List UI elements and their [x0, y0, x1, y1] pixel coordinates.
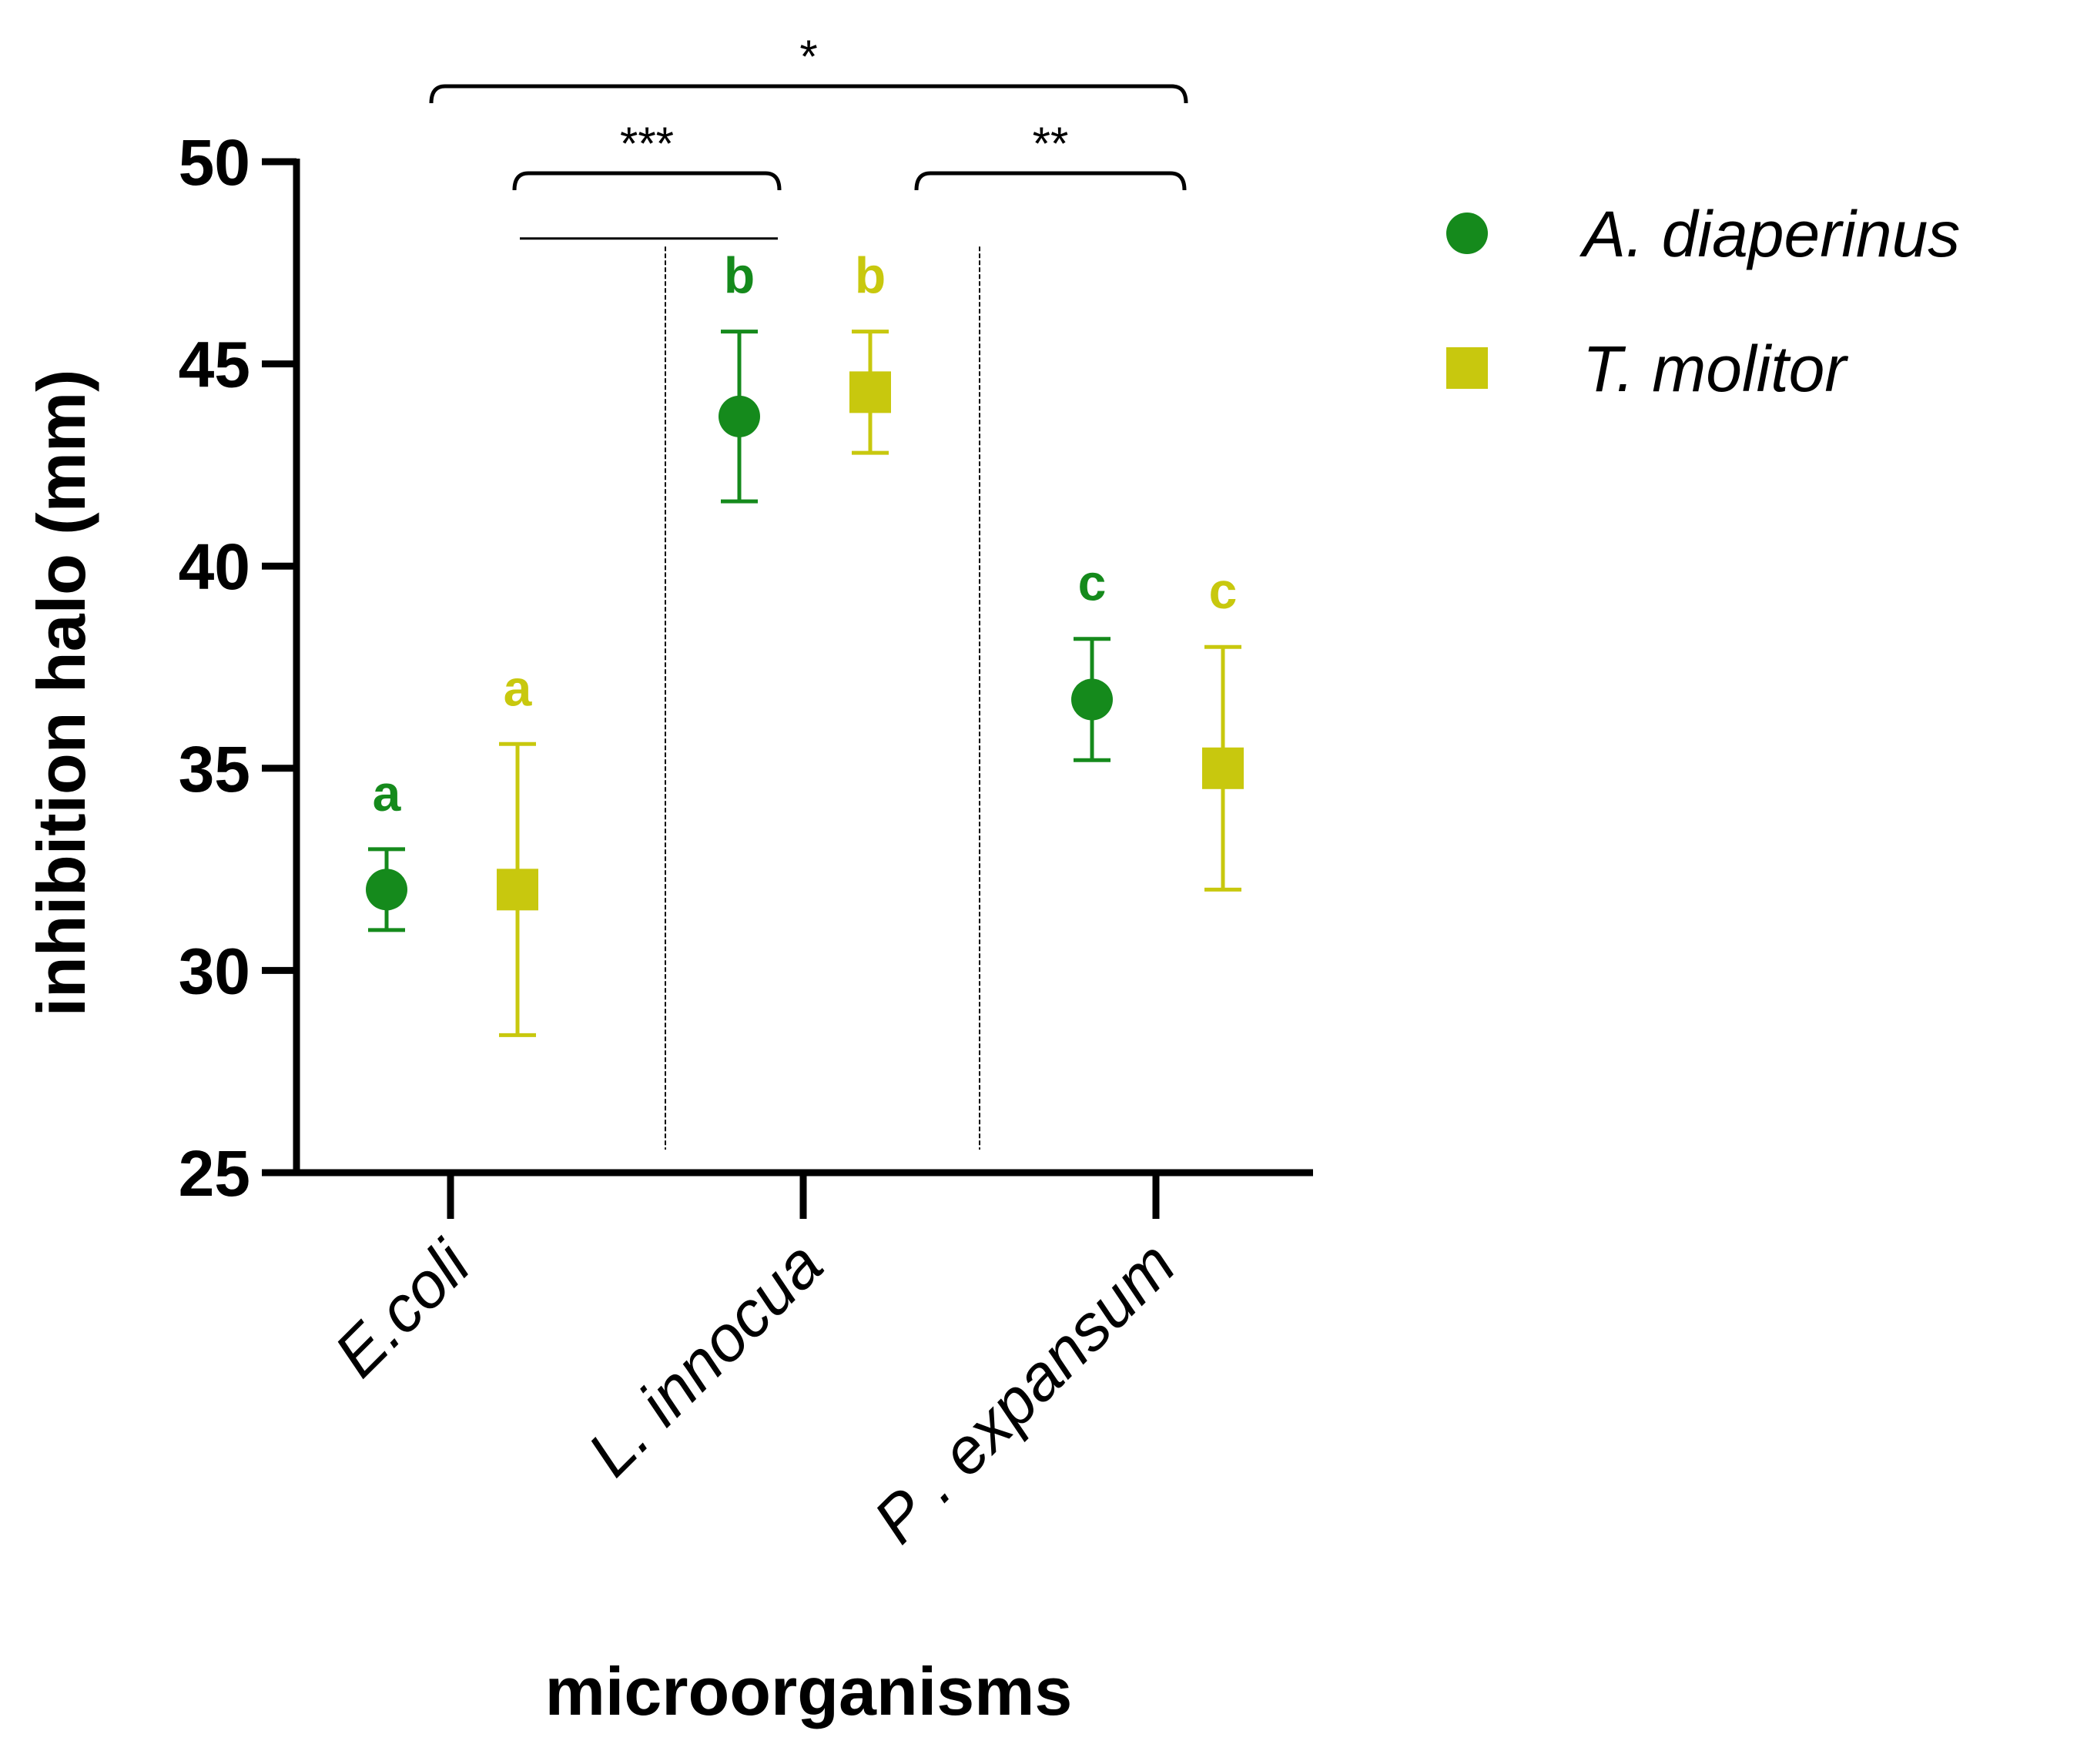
data-point-circle	[1071, 678, 1113, 721]
group-letter-label: b	[855, 247, 886, 304]
significance-label: *	[799, 31, 817, 82]
significance-bracket	[914, 171, 1187, 191]
data-point-square	[849, 371, 891, 413]
legend: A. diaperinus T. molitor	[1446, 198, 1960, 405]
group-letter-label: b	[724, 247, 755, 304]
group-letter-label: a	[373, 765, 402, 822]
y-tick-label: 45	[179, 329, 250, 401]
legend-label: A. diaperinus	[1579, 198, 1960, 270]
data-point-circle	[366, 869, 407, 911]
significance-bracket	[429, 84, 1188, 104]
legend-marker-square	[1446, 347, 1488, 389]
x-axis-title: microorganisms	[545, 1653, 1073, 1729]
y-tick-label: 40	[179, 531, 250, 603]
data-marks: a b c a b c	[366, 247, 1244, 1037]
data-point-square	[1202, 747, 1244, 789]
y-tick-label: 25	[179, 1137, 250, 1210]
group-separators	[520, 237, 980, 1150]
y-tick-label: 30	[179, 935, 250, 1007]
x-category-label: P . expansum	[859, 1227, 1188, 1556]
x-category-label: L. innocua	[574, 1227, 836, 1490]
y-tick-label: 35	[179, 733, 250, 805]
data-point-square	[497, 869, 538, 911]
legend-marker-circle	[1446, 213, 1488, 254]
y-tick-label: 50	[179, 126, 250, 199]
significance-label: **	[1033, 118, 1069, 169]
group-letter-label: a	[504, 659, 533, 716]
group-letter-label: c	[1078, 554, 1107, 611]
significance-brackets: **** **	[429, 31, 1188, 191]
significance-bracket	[512, 171, 782, 191]
y-axis-title: inhibition halo (mm)	[23, 370, 99, 1017]
x-category-label: E.coli	[320, 1227, 484, 1391]
axes: 25 30 35 40 45 50 E.coli L. innocua P . expansum	[179, 126, 1313, 1557]
legend-label: T. molitor	[1583, 333, 1848, 405]
significance-label: ***	[620, 118, 674, 169]
data-point-circle	[719, 395, 760, 437]
group-letter-label: c	[1209, 562, 1238, 619]
